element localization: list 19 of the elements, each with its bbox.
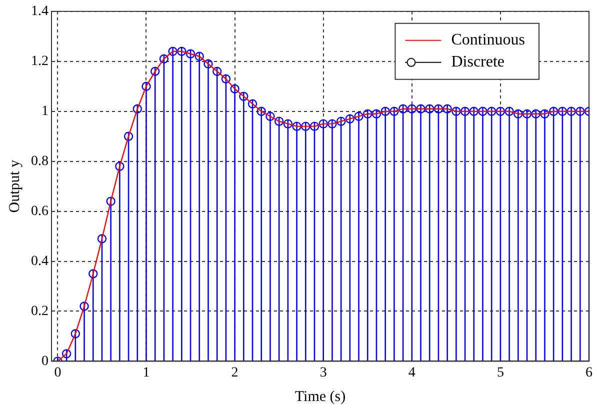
y-tick-label: 0	[42, 354, 48, 369]
y-tick-label: 0.8	[31, 154, 48, 169]
y-tick-label: 0.2	[31, 304, 48, 319]
y-tick-label: 0.6	[31, 204, 48, 219]
x-tick-label: 6	[586, 365, 592, 380]
legend-label: Continuous	[451, 32, 526, 49]
x-tick-label: 5	[496, 365, 504, 380]
y-axis-title: Output y	[6, 159, 23, 213]
y-tick-label: 1.4	[31, 4, 48, 20]
text: Discrete	[451, 54, 505, 71]
x-tick-label: 0	[54, 365, 62, 380]
y-tick-label: 1	[42, 104, 48, 120]
x-tick-label: 4	[408, 365, 416, 380]
y-tick-label: 1.2	[31, 54, 48, 70]
x-tick-label: 2	[231, 365, 238, 380]
x-tick-label: 3	[320, 365, 327, 380]
x-tick-label: 1	[142, 365, 150, 380]
x-axis-title: Time (s)	[294, 388, 346, 405]
y-tick-label: 0.4	[31, 254, 48, 269]
